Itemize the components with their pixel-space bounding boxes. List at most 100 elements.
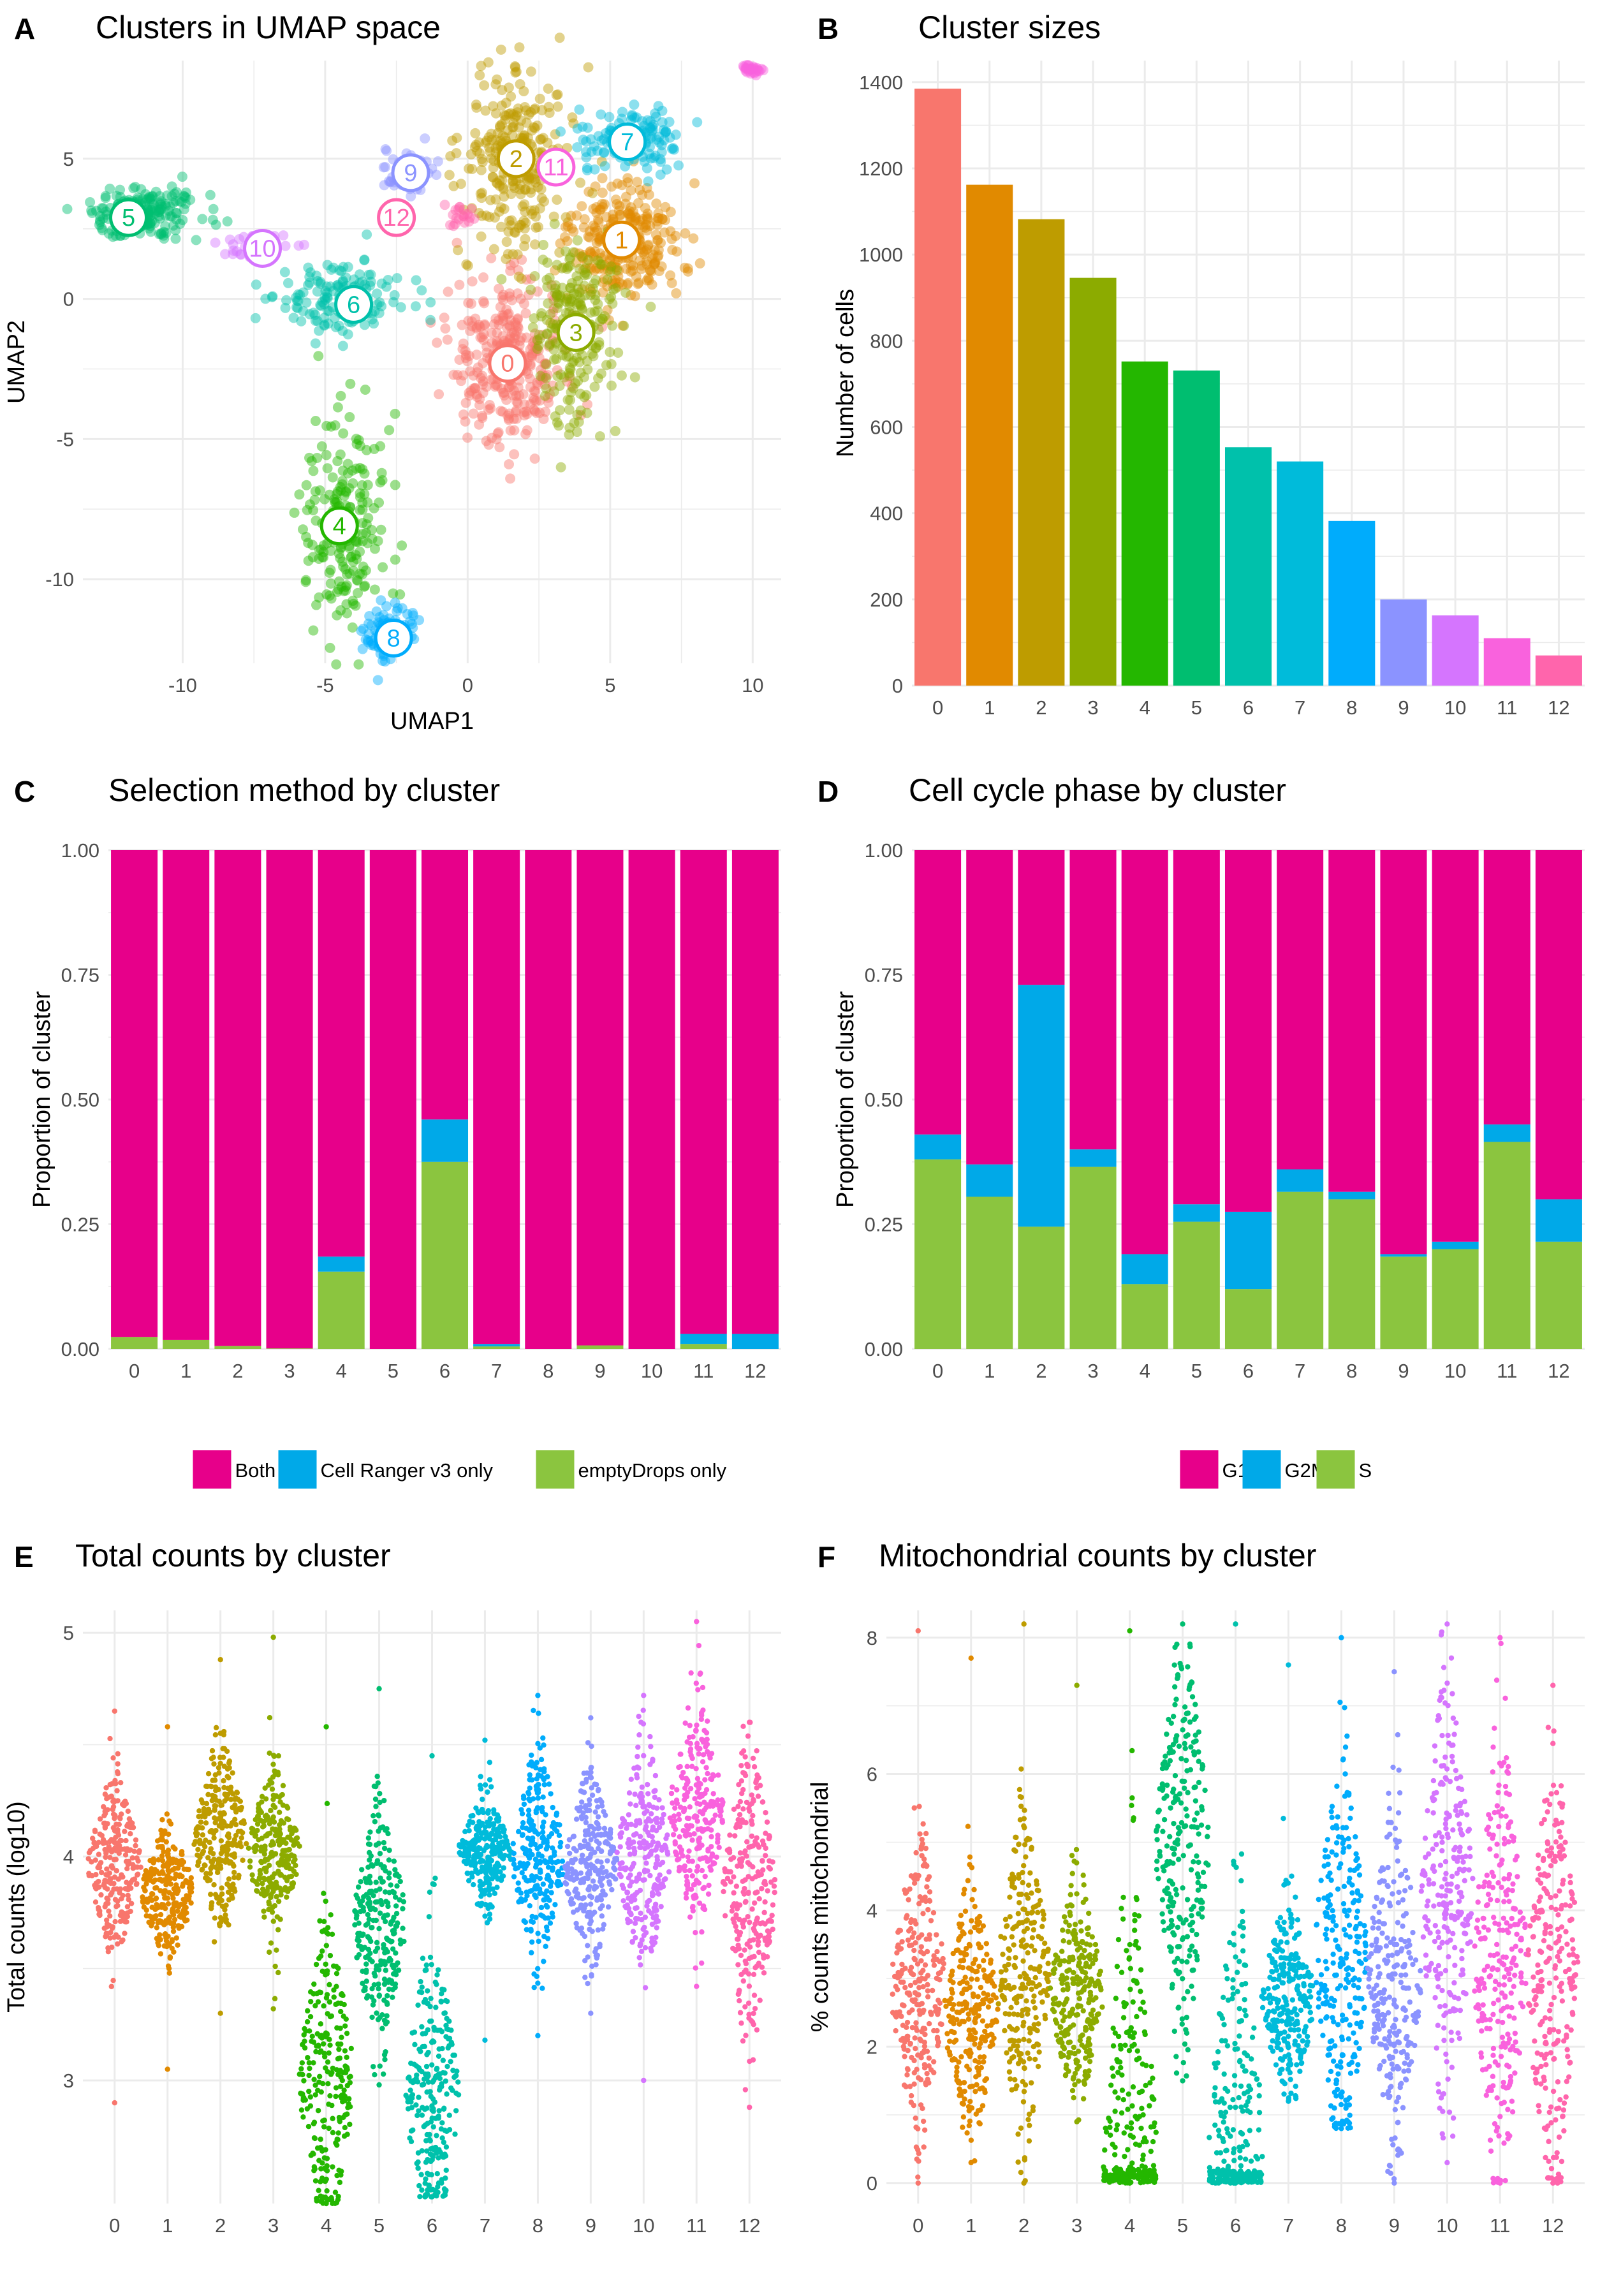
umap-point: [630, 215, 641, 226]
umap-point: [635, 255, 645, 266]
umap-point: [154, 207, 165, 217]
swarm-point: [495, 1818, 501, 1824]
swarm-point: [159, 1858, 166, 1864]
swarm-point: [395, 1968, 402, 1973]
swarm-point: [200, 1848, 207, 1855]
swarm-point: [425, 2071, 431, 2077]
swarm-point: [327, 1999, 333, 2005]
umap-point: [633, 279, 643, 290]
swarm-point: [226, 1897, 232, 1902]
swarm-point: [158, 1888, 163, 1894]
swarm-point: [290, 1883, 295, 1888]
swarm-point: [438, 2126, 444, 2132]
umap-point: [228, 249, 238, 260]
swarm-point: [216, 1765, 222, 1770]
swarm-point: [540, 1836, 547, 1841]
umap-point: [496, 100, 507, 111]
umap-point: [596, 156, 607, 167]
swarm-point: [519, 1811, 525, 1817]
umap-point: [598, 202, 608, 212]
swarm-point: [210, 1795, 217, 1800]
umap-point: [374, 297, 385, 308]
umap-point: [487, 432, 497, 443]
swarm-point: [114, 1840, 120, 1846]
umap-point: [531, 211, 541, 222]
umap-point: [304, 452, 315, 463]
swarm-point: [476, 1853, 483, 1858]
umap-point: [547, 323, 557, 334]
umap-point: [350, 550, 361, 561]
umap-point: [471, 99, 481, 110]
umap-point: [624, 206, 635, 217]
umap-point: [504, 291, 515, 302]
umap-point: [576, 350, 587, 361]
umap-point: [322, 463, 333, 474]
umap-point: [520, 206, 531, 217]
umap-point: [304, 277, 315, 288]
umap-point: [463, 315, 474, 326]
umap-point: [488, 101, 499, 112]
umap-point: [298, 239, 309, 250]
umap-point: [605, 266, 615, 277]
umap-point: [637, 189, 648, 200]
swarm-point: [259, 1793, 265, 1800]
swarm-point: [263, 1796, 269, 1802]
swarm-point: [573, 1894, 580, 1899]
swarm-point: [475, 1836, 481, 1841]
umap-point: [642, 225, 652, 236]
swarm-point: [270, 1762, 276, 1767]
umap-point: [519, 298, 530, 309]
swarm-point: [482, 2037, 488, 2043]
swarm-point: [520, 1824, 525, 1830]
bar-segment: [1432, 1241, 1479, 1249]
umap-point: [566, 293, 576, 304]
umap-point: [631, 271, 642, 282]
umap-point: [515, 293, 526, 304]
umap-point: [524, 109, 534, 120]
swarm-point: [443, 2144, 450, 2150]
swarm-point: [391, 1915, 397, 1920]
swarm-point: [589, 1792, 596, 1798]
swarm-point: [230, 1881, 236, 1887]
swarm-point: [342, 2124, 348, 2131]
swarm-point: [341, 2133, 348, 2139]
umap-point: [341, 608, 352, 619]
swarm-point: [222, 1792, 228, 1797]
swarm-point: [342, 2098, 348, 2104]
cluster-label: 5: [122, 205, 135, 232]
swarm-point: [159, 1904, 165, 1910]
swarm-point: [570, 1901, 576, 1906]
swarm-point: [400, 1892, 406, 1898]
swarm-point: [176, 1873, 182, 1880]
bar-segment: [1535, 1199, 1582, 1242]
y-tick-label: 1400: [859, 71, 903, 94]
umap-point: [519, 407, 530, 418]
bar-segment: [1069, 1166, 1117, 1349]
umap-point: [548, 307, 559, 318]
swarm-point: [304, 2106, 310, 2112]
umap-point: [585, 307, 596, 318]
umap-point: [344, 412, 355, 423]
umap-point: [348, 478, 358, 489]
swarm-point: [254, 1888, 260, 1894]
umap-point: [505, 315, 516, 326]
x-tick-label: 5: [1191, 696, 1202, 719]
umap-point: [578, 265, 589, 276]
swarm-point: [136, 1850, 142, 1855]
umap-point: [594, 234, 605, 245]
umap-point: [488, 244, 499, 254]
swarm-point: [527, 1777, 532, 1783]
swarm-point: [397, 1878, 403, 1885]
swarm-point: [122, 1886, 128, 1892]
swarm-point: [429, 1753, 435, 1759]
umap-point: [467, 316, 478, 327]
x-tick-label: 4: [1140, 1360, 1150, 1382]
y-tick-label: 1000: [859, 244, 903, 266]
swarm-point: [393, 1903, 399, 1909]
swarm-point: [541, 1776, 547, 1783]
x-tick-label: 10: [641, 1360, 663, 1382]
umap-point: [478, 335, 489, 346]
umap-point: [260, 293, 271, 304]
swarm-point: [271, 1753, 277, 1758]
umap-point: [529, 122, 540, 133]
